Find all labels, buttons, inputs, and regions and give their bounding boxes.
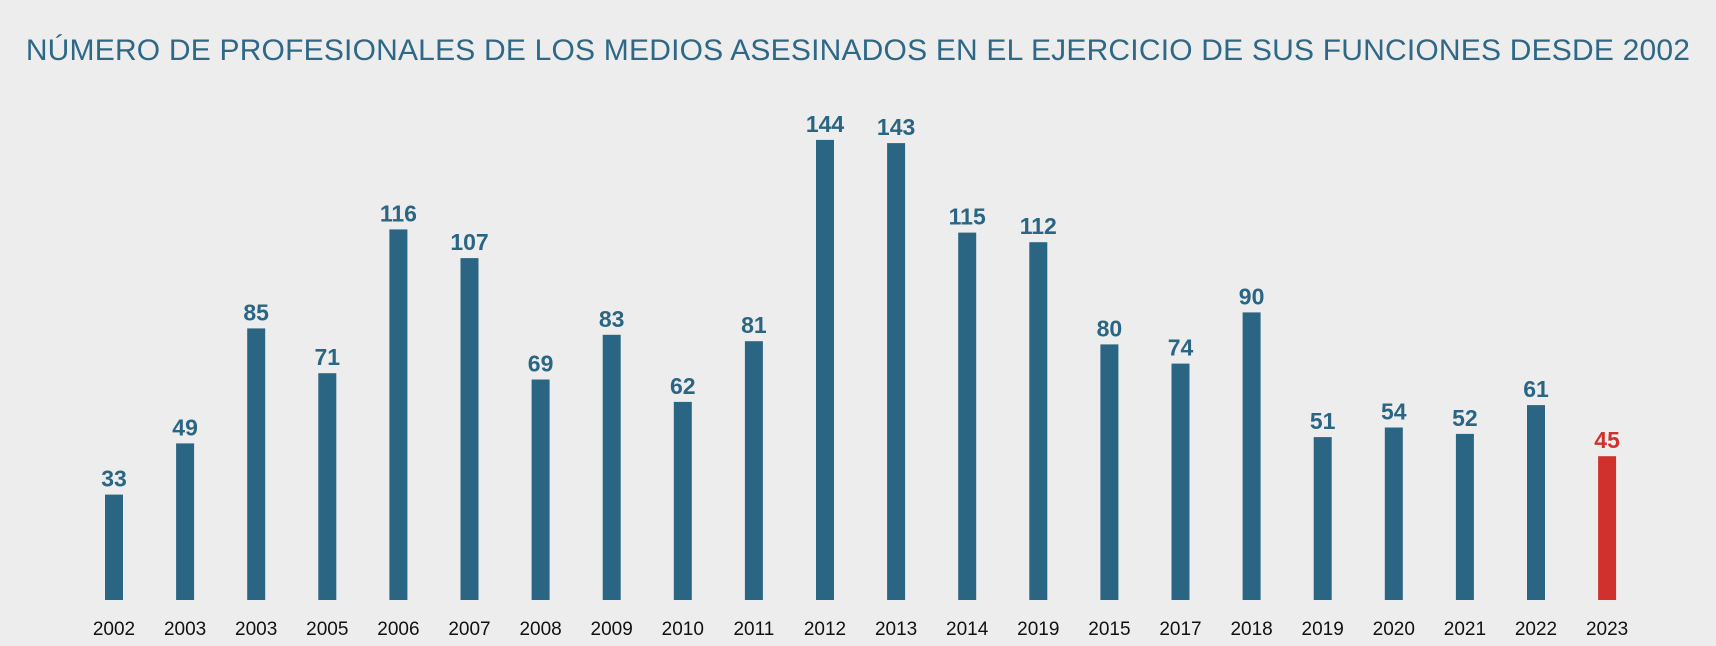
bar-19 <box>1455 433 1474 600</box>
x-tick-label-16: 2018 <box>1230 619 1272 640</box>
bar-4 <box>389 229 408 600</box>
x-tick-label-7: 2009 <box>591 619 633 640</box>
data-label-13: 112 <box>1020 213 1057 239</box>
x-tick-label-15: 2017 <box>1159 619 1201 640</box>
bar-20 <box>1527 405 1545 600</box>
x-tick-label-12: 2014 <box>946 619 989 640</box>
bar-0 <box>105 494 123 600</box>
bar-16 <box>1242 312 1261 600</box>
x-tick-label-3: 2005 <box>306 619 348 640</box>
x-tick-label-17: 2019 <box>1302 619 1344 640</box>
bar-12 <box>958 232 977 600</box>
x-tick-label-19: 2021 <box>1444 619 1486 640</box>
bar-11 <box>887 143 906 600</box>
x-tick-label-4: 2006 <box>377 619 419 640</box>
x-tick-label-1: 2003 <box>164 619 206 640</box>
bar-10 <box>816 139 834 600</box>
x-tick-label-2: 2003 <box>235 619 277 640</box>
data-label-18: 54 <box>1381 399 1407 425</box>
x-tick-label-6: 2008 <box>519 619 561 640</box>
data-label-5: 107 <box>450 229 488 255</box>
data-label-4: 116 <box>380 200 417 226</box>
data-label-20: 61 <box>1523 376 1549 402</box>
chart-title: NÚMERO DE PROFESIONALES DE LOS MEDIOS AS… <box>25 34 1691 67</box>
x-tick-label-9: 2011 <box>733 619 774 640</box>
data-label-8: 62 <box>670 373 696 399</box>
bar-17 <box>1313 437 1332 600</box>
data-label-10: 144 <box>806 111 845 137</box>
x-tick-label-21: 2023 <box>1586 619 1628 640</box>
bar-13 <box>1029 242 1048 600</box>
bar-9 <box>744 341 763 600</box>
x-tick-label-20: 2022 <box>1515 619 1557 640</box>
data-label-16: 90 <box>1239 283 1265 309</box>
x-tick-label-5: 2007 <box>448 619 490 640</box>
x-tick-label-8: 2010 <box>662 619 704 640</box>
bar-5 <box>460 258 479 600</box>
bar-2 <box>247 328 266 600</box>
data-label-2: 85 <box>243 299 269 325</box>
data-label-6: 69 <box>528 351 554 377</box>
bar-18 <box>1384 427 1403 600</box>
x-tick-label-18: 2020 <box>1373 619 1415 640</box>
data-label-17: 51 <box>1310 408 1336 434</box>
data-label-7: 83 <box>599 306 625 332</box>
bar-7 <box>602 334 621 600</box>
bar-14 <box>1100 344 1119 600</box>
bar-15 <box>1171 363 1190 600</box>
data-label-0: 33 <box>101 466 127 492</box>
data-label-19: 52 <box>1452 405 1478 431</box>
bar-1 <box>176 443 195 600</box>
data-label-1: 49 <box>172 414 198 440</box>
data-label-3: 71 <box>315 344 341 370</box>
data-label-9: 81 <box>741 312 767 338</box>
data-label-21: 45 <box>1594 427 1620 453</box>
data-label-14: 80 <box>1097 315 1123 341</box>
data-label-11: 143 <box>877 114 915 140</box>
x-tick-label-0: 2002 <box>93 619 135 640</box>
bar-8 <box>673 401 692 600</box>
data-label-15: 74 <box>1168 335 1194 361</box>
bar-6 <box>531 379 550 600</box>
bar-21 <box>1598 456 1617 600</box>
x-tick-label-14: 2015 <box>1088 619 1130 640</box>
x-tick-label-10: 2012 <box>804 619 846 640</box>
data-label-12: 115 <box>949 204 986 230</box>
x-tick-label-13: 2019 <box>1017 619 1059 640</box>
x-tick-label-11: 2013 <box>875 619 917 640</box>
bar-3 <box>318 373 337 600</box>
